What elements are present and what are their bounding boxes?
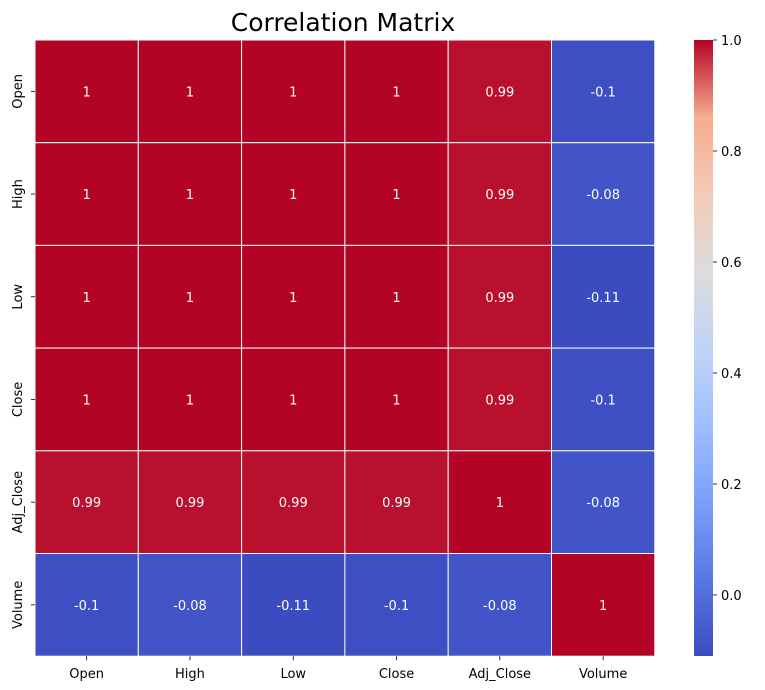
heatmap-cell	[137, 39, 243, 144]
heatmap-cell-label: -0.08	[586, 188, 620, 203]
heatmap-cell-label: -0.08	[586, 496, 620, 511]
heatmap-cells	[34, 39, 656, 657]
heatmap-cell	[241, 450, 346, 554]
colorbar-tick-label: 0.0	[721, 589, 742, 604]
heatmap-cell	[551, 142, 656, 246]
heatmap-cell	[344, 450, 449, 554]
heatmap-cell	[447, 347, 553, 452]
heatmap-cell-label: -0.1	[74, 599, 99, 614]
x-tick-label: Volume	[579, 667, 627, 682]
heatmap-cell	[551, 39, 656, 144]
heatmap-cell	[551, 347, 656, 452]
heatmap-cell	[34, 347, 139, 452]
heatmap-cell	[241, 244, 346, 349]
heatmap-cell-label: 1	[186, 188, 194, 203]
heatmap-cell	[447, 450, 553, 554]
heatmap-cell-label: -0.1	[590, 393, 615, 408]
heatmap-cell	[344, 347, 449, 452]
colorbar-tick-label: 0.8	[721, 145, 742, 160]
heatmap-cell-label: 0.99	[485, 393, 514, 408]
x-tick-label: Close	[379, 667, 414, 682]
heatmap-cell	[551, 553, 656, 657]
heatmap-cell-label: 1	[83, 188, 91, 203]
y-tick-label: Close	[11, 382, 26, 417]
x-tick-label: High	[175, 667, 205, 682]
x-axis-ticks: Open High Low Close Adj_Close Volume	[69, 656, 627, 682]
chart-title: Correlation Matrix	[231, 8, 456, 37]
heatmap-cell-label: -0.1	[384, 599, 409, 614]
y-axis-ticks: Open High Low Close Adj_Close Volume	[11, 74, 35, 629]
heatmap-cell-label: 0.99	[279, 496, 308, 511]
heatmap-cell-label: 0.99	[382, 496, 411, 511]
heatmap-cell-label: 0.99	[485, 85, 514, 100]
heatmap-cell-label: -0.08	[483, 599, 517, 614]
heatmap-cell	[551, 450, 656, 554]
heatmap-cell-label: 1	[289, 393, 297, 408]
heatmap-cell-label: 1	[392, 291, 400, 306]
heatmap-cell-label: 1	[83, 291, 91, 306]
heatmap-cell-label: 1	[83, 85, 91, 100]
heatmap-cell-label: 1	[289, 85, 297, 100]
x-tick-label: Open	[69, 667, 104, 682]
colorbar-tick-label: 0.2	[721, 478, 742, 493]
heatmap-cell-label: 1	[392, 85, 400, 100]
colorbar-tick-label: 0.6	[721, 256, 742, 271]
heatmap-cell	[344, 39, 449, 144]
heatmap-cell-label: 1	[289, 291, 297, 306]
heatmap-cell-label: -0.11	[276, 599, 310, 614]
heatmap-cell-label: 1	[392, 188, 400, 203]
colorbar-gradient	[694, 40, 713, 656]
y-tick-label: Adj_Close	[11, 471, 26, 533]
heatmap-cell	[34, 450, 139, 554]
colorbar: 0.0 0.2 0.4 0.6 0.8 1.0	[694, 34, 742, 656]
heatmap-cell	[137, 142, 243, 246]
heatmap-cell	[344, 244, 449, 349]
heatmap-cell-label: 1	[186, 291, 194, 306]
heatmap-cell-label: 1	[289, 188, 297, 203]
heatmap-cell-label: 1	[186, 393, 194, 408]
colorbar-ticks: 0.0 0.2 0.4 0.6 0.8 1.0	[713, 34, 742, 604]
heatmap-cell-label: -0.1	[590, 85, 615, 100]
heatmap-cell-label: 0.99	[485, 291, 514, 306]
heatmap-cell-label: 1	[599, 599, 607, 614]
x-tick-label: Low	[280, 667, 306, 682]
heatmap-cell	[344, 142, 449, 246]
x-tick-label: Adj_Close	[469, 667, 531, 682]
y-tick-label: Volume	[11, 581, 26, 629]
heatmap-cell-label: 1	[83, 393, 91, 408]
heatmap-cell-label: 1	[392, 393, 400, 408]
heatmap-cell	[34, 39, 139, 144]
heatmap-cell-label: 0.99	[175, 496, 204, 511]
heatmap-cell	[447, 553, 553, 657]
heatmap-cell-labels: 1 1 1 1 0.99 -0.11 1 1 1 0.99 -0.081 1 1 1 0.99 -0.111 1…	[72, 85, 620, 614]
heatmap-cell-label: 1	[186, 85, 194, 100]
heatmap-cell	[447, 39, 553, 144]
heatmap-cell	[34, 553, 139, 657]
heatmap-cell	[447, 244, 553, 349]
heatmap-cell	[551, 244, 656, 349]
heatmap-cell	[241, 39, 346, 144]
heatmap-cell-label: 1	[496, 496, 504, 511]
colorbar-tick-label: 0.4	[721, 367, 742, 382]
heatmap-cell-label: -0.11	[586, 291, 620, 306]
colorbar-tick-label: 1.0	[721, 34, 742, 49]
y-tick-label: High	[11, 179, 26, 209]
y-tick-label: Open	[11, 74, 26, 109]
y-tick-label: Low	[11, 284, 26, 310]
heatmap-cell-label: 0.99	[485, 188, 514, 203]
heatmap-cell	[137, 347, 243, 452]
heatmap-cell	[241, 347, 346, 452]
heatmap-cell-label: -0.08	[173, 599, 207, 614]
heatmap-cell-label: 0.99	[72, 496, 101, 511]
heatmap-cell	[34, 244, 139, 349]
heatmap-cell	[137, 244, 243, 349]
